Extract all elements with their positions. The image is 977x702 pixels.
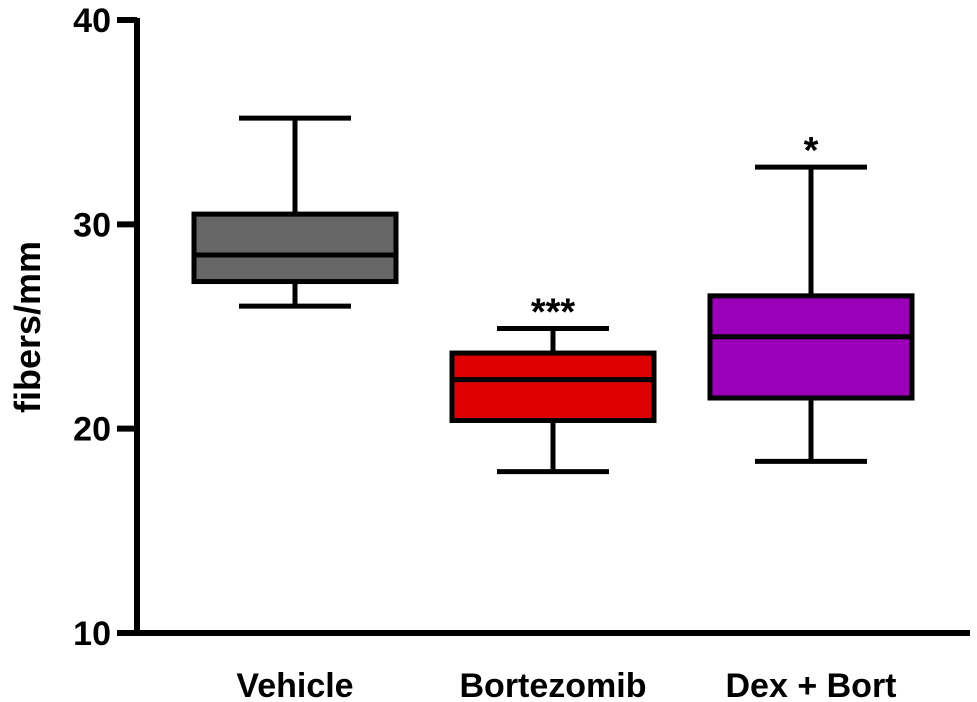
x-category-label: Bortezomib bbox=[460, 667, 647, 702]
box-group: * bbox=[707, 130, 915, 464]
x-category-label: Vehicle bbox=[236, 667, 353, 702]
box-group bbox=[191, 115, 399, 309]
y-axis: 10 20 30 40 bbox=[73, 2, 140, 653]
box-iqr bbox=[449, 350, 657, 423]
box-iqr bbox=[707, 293, 915, 401]
y-axis-label: fibers/mm bbox=[7, 241, 48, 413]
significance-label: * bbox=[804, 130, 819, 172]
y-tick-label: 20 bbox=[73, 411, 111, 449]
x-category-label: Dex + Bort bbox=[726, 667, 897, 702]
significance-label: *** bbox=[531, 292, 576, 334]
box-group: *** bbox=[449, 292, 657, 475]
boxes: **** bbox=[191, 115, 915, 475]
x-axis: Vehicle Bortezomib Dex + Bort bbox=[134, 630, 970, 702]
y-tick-label: 10 bbox=[73, 615, 111, 653]
box-iqr bbox=[191, 211, 399, 285]
y-tick-label: 40 bbox=[73, 2, 111, 40]
y-tick-label: 30 bbox=[73, 206, 111, 244]
